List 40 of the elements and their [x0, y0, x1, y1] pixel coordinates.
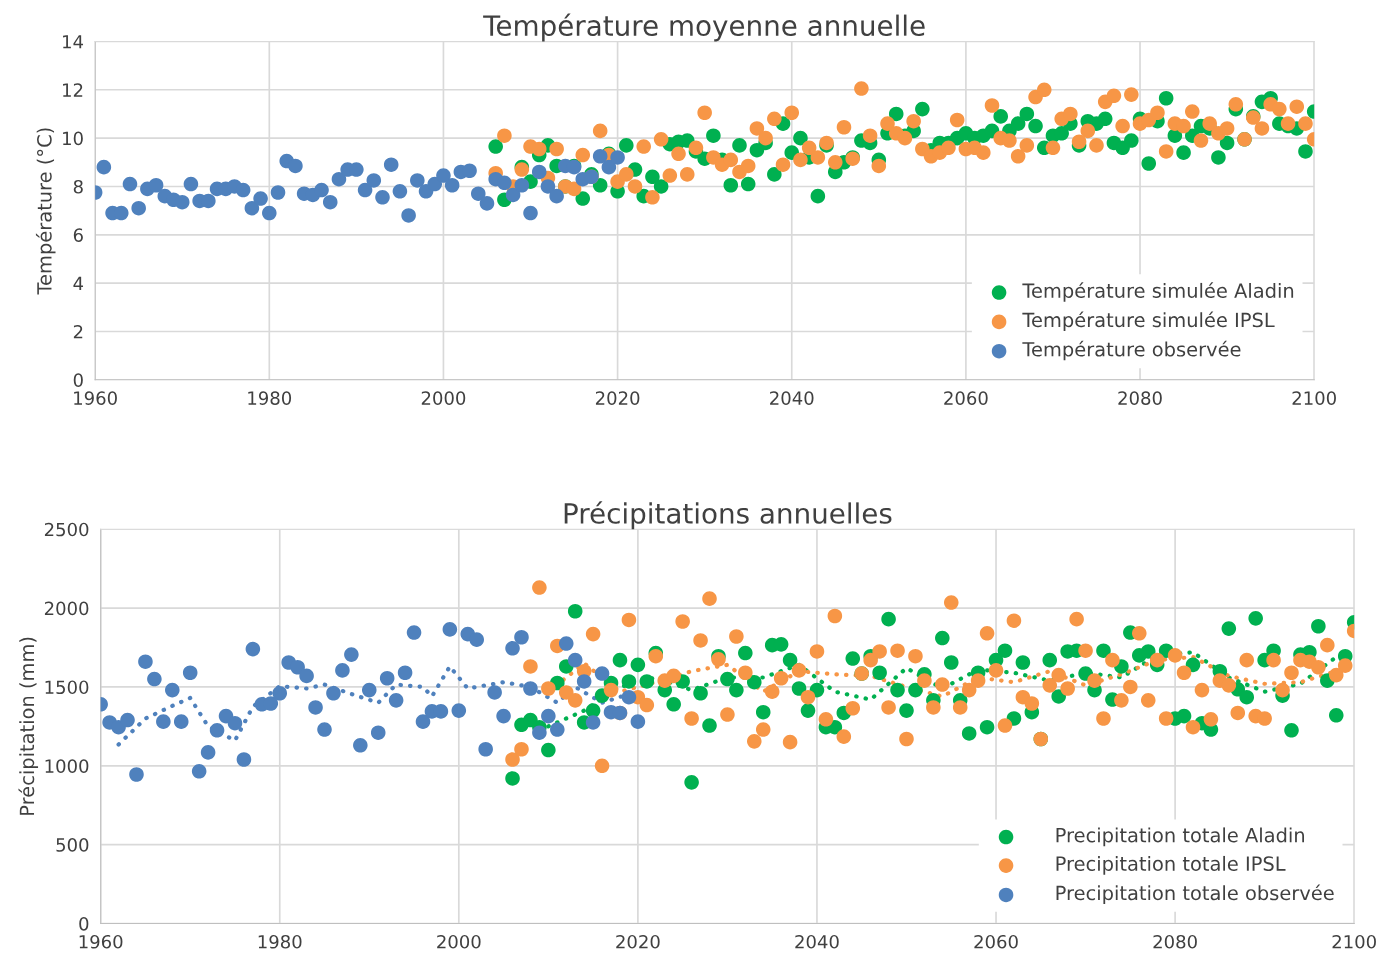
x-tick-label: 2100	[1332, 934, 1376, 949]
y-tick-label: 8	[73, 179, 83, 194]
chart-title: Température moyenne annuelle	[483, 13, 925, 42]
legend-label: Température simulée Aladin	[1022, 282, 1294, 302]
y-tick-label: 0	[73, 373, 83, 387]
y-axis-title: Température (°C)	[35, 128, 56, 295]
legend-label: Température simulée IPSL	[1022, 311, 1275, 332]
y-tick-label: 6	[73, 228, 83, 242]
y-tick-label: 12	[63, 83, 83, 97]
y-axis-title: Précipitation (mm)	[18, 637, 39, 815]
legend-label: Precipitation totale observée	[1056, 884, 1334, 905]
legend-label: Precipitation totale IPSL	[1056, 855, 1286, 875]
y-tick-label: 500	[56, 838, 89, 852]
x-tick-label: 2060	[944, 391, 988, 405]
x-tick-label: 2060	[974, 934, 1018, 949]
x-tick-label: 1960	[74, 391, 117, 405]
y-tick-label: 2000	[44, 601, 89, 616]
y-tick-label: 4	[73, 276, 84, 290]
x-tick-label: 2080	[1153, 934, 1197, 949]
x-tick-label: 2020	[616, 934, 660, 949]
y-tick-label: 1000	[45, 759, 89, 773]
x-tick-label: 2000	[421, 391, 466, 405]
x-tick-label: 2100	[1292, 391, 1336, 405]
legend-label: Température observée	[1022, 340, 1241, 361]
x-tick-label: 2020	[595, 391, 640, 405]
y-tick-label: 1500	[45, 680, 89, 695]
y-tick-label: 0	[79, 916, 89, 931]
x-tick-label: 2040	[795, 934, 839, 949]
y-tick-label: 14	[63, 35, 84, 49]
y-tick-label: 2500	[44, 522, 89, 537]
x-tick-label: 1980	[258, 934, 302, 949]
x-tick-label: 1960	[79, 934, 123, 949]
chart-title: Précipitations annuelles	[564, 501, 892, 530]
x-tick-label: 1980	[248, 391, 292, 405]
x-tick-label: 2080	[1118, 391, 1162, 405]
y-tick-label: 10	[63, 131, 83, 146]
x-tick-label: 2040	[770, 391, 814, 405]
x-tick-label: 2000	[437, 934, 481, 949]
legend-label: Precipitation totale Aladin	[1056, 827, 1305, 847]
y-tick-label: 2	[73, 324, 83, 339]
